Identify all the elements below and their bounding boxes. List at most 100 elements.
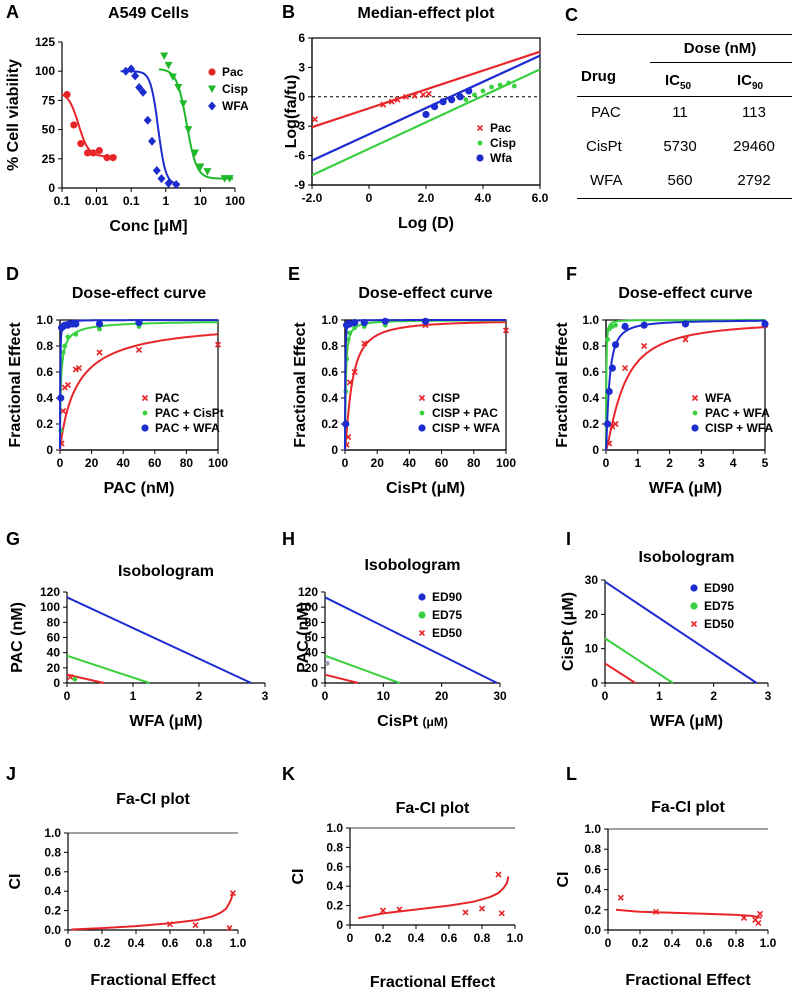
data-point: [681, 320, 690, 328]
y-tick-label: 0.6: [584, 862, 601, 876]
y-tick-label: -6: [294, 149, 305, 163]
data-point: [472, 92, 477, 98]
chart-panel-K: K Fa-CI plot Fractional Effect CI 0 0.2 0.4 0.6…: [282, 764, 524, 991]
data-point: [229, 890, 236, 897]
x-tick-label: 0.8: [728, 936, 745, 950]
isobole-line: [66, 654, 150, 684]
data-point: [324, 660, 330, 666]
x-axis-label: CisPt (μM): [377, 713, 448, 730]
y-tick-label: 0: [311, 676, 318, 690]
x-axis-label: Log (D): [398, 215, 454, 232]
y-tick-label: 60: [47, 631, 61, 645]
data-point: [691, 394, 699, 402]
y-tick-label: 75: [42, 93, 56, 107]
x-axis-label: WFA (μM): [650, 713, 723, 730]
data-point: [160, 52, 169, 61]
fit-curve: [120, 70, 180, 186]
data-point: [109, 154, 117, 162]
fit-curve: [61, 93, 117, 158]
chart-title: Isobologram: [638, 549, 734, 566]
table-header-drug: Drug: [581, 68, 616, 85]
legend-entry: WFA: [222, 99, 249, 113]
data-point: [174, 84, 183, 92]
isobole-line: [324, 673, 359, 684]
data-point: [690, 602, 698, 610]
chart-panel-F: F Dose-effect curve WFA (μM) Fractional Eff…: [554, 264, 773, 497]
data-point: [613, 322, 618, 328]
panel-label: B: [282, 2, 295, 22]
legend-entry: ED75: [704, 599, 734, 613]
data-point: [411, 92, 418, 99]
data-point: [226, 924, 233, 932]
y-tick-label: 0.6: [582, 365, 599, 379]
data-point: [755, 919, 762, 926]
chart-title: Median-effect plot: [358, 5, 496, 22]
data-point: [489, 84, 494, 90]
legend-entry: PAC: [155, 391, 180, 405]
data-point: [164, 61, 173, 70]
data-point: [203, 168, 212, 176]
chart-title: Dose-effect curve: [358, 285, 492, 302]
chart-title: Dose-effect curve: [72, 285, 206, 302]
y-tick-label: 50: [42, 123, 56, 137]
x-axis-label: WFA (μM): [649, 480, 722, 497]
data-point: [418, 424, 426, 432]
y-tick-label: 1.0: [36, 313, 53, 327]
x-tick-label: 0.6: [441, 931, 458, 945]
table-mid-rule: [577, 96, 792, 97]
y-tick-label: 0.8: [321, 339, 338, 353]
legend-entry: PAC + CisPt: [155, 406, 224, 420]
y-tick-label: 0.8: [582, 339, 599, 353]
y-tick-label: 0.4: [582, 391, 599, 405]
x-tick-label: 2: [710, 689, 717, 703]
data-point: [691, 424, 699, 432]
data-point: [690, 584, 698, 592]
data-point: [422, 110, 430, 119]
data-point: [420, 91, 427, 98]
data-point: [380, 101, 387, 108]
data-point: [62, 343, 68, 349]
x-tick-label: 3: [698, 456, 705, 470]
y-tick-label: 25: [42, 152, 56, 166]
x-axis-label: PAC (nM): [104, 480, 175, 497]
y-tick-label: 40: [305, 646, 319, 660]
y-tick-label: 40: [47, 646, 61, 660]
x-axis-label: CisPt (μM): [386, 480, 465, 497]
chart-panel-D: D Dose-effect curve PAC (nM) Fractional Eff…: [6, 264, 228, 497]
x-tick-label: 0: [605, 936, 612, 950]
isobole-line: [66, 596, 252, 684]
y-axis-label: Fractional Effect: [554, 322, 571, 448]
x-tick-label: 1: [130, 689, 137, 703]
y-tick-label: 3: [298, 60, 305, 74]
regression-line: [311, 50, 541, 129]
legend-entry: ED75: [432, 608, 462, 622]
fit-curve: [605, 319, 765, 450]
chart-title: Fa-CI plot: [396, 800, 470, 817]
regression-line: [311, 68, 541, 177]
x-tick-label: 0: [64, 689, 71, 703]
table-header-ic50: IC50: [665, 72, 692, 92]
chart-title: Fa-CI plot: [116, 791, 190, 808]
y-tick-label: 0.6: [44, 865, 61, 879]
data-point: [64, 381, 71, 389]
data-point: [73, 331, 79, 337]
data-point: [208, 68, 216, 76]
data-point: [345, 433, 352, 441]
legend-entry: WFA: [705, 391, 732, 405]
y-tick-label: 100: [40, 600, 60, 614]
data-point: [142, 410, 148, 416]
y-tick-label: 0.2: [582, 417, 599, 431]
data-point: [421, 317, 430, 325]
y-tick-label: 0: [298, 90, 305, 104]
x-tick-label: 30: [493, 689, 507, 703]
data-point: [148, 136, 157, 146]
y-tick-label: 1.0: [326, 821, 343, 835]
data-point: [606, 326, 612, 332]
data-point: [95, 147, 103, 155]
x-tick-label: 20: [85, 456, 99, 470]
data-point: [139, 87, 148, 97]
x-tick-label: 1: [656, 689, 663, 703]
data-point: [157, 174, 166, 184]
